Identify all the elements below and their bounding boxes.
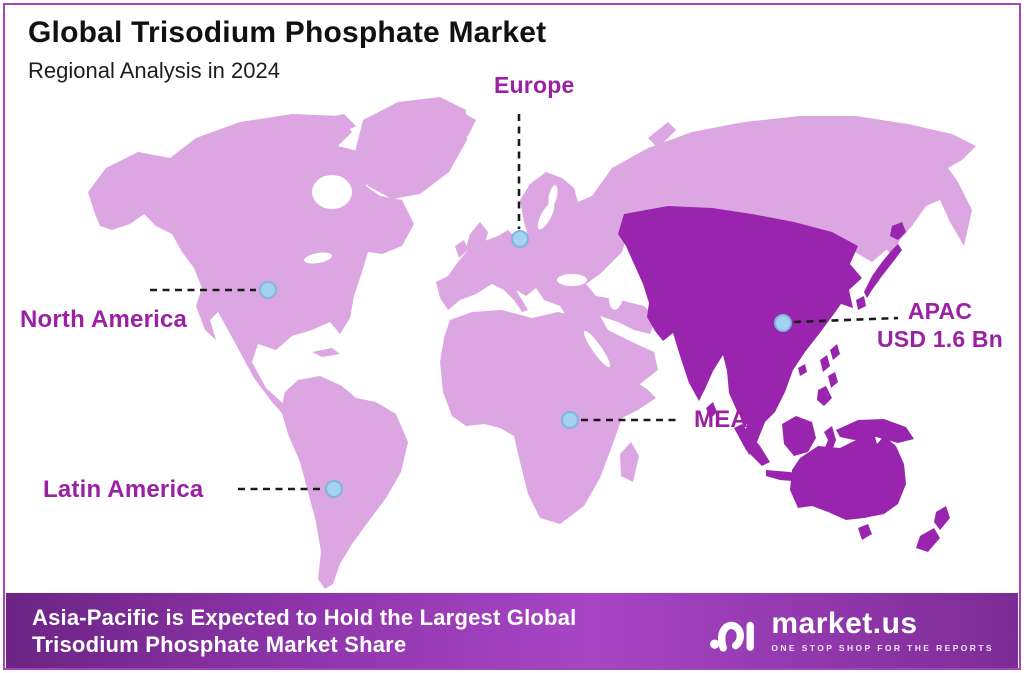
- map-novaya-zemlya: [648, 122, 676, 148]
- region-marker-apac: [774, 314, 792, 332]
- map-madagascar: [620, 442, 639, 482]
- map-sumatra: [734, 424, 770, 466]
- map-japan-kyushu: [856, 296, 866, 310]
- map-new-zealand-south: [916, 528, 940, 552]
- map-united-kingdom: [466, 222, 488, 260]
- map-white-sea: [580, 187, 590, 197]
- map-great-lakes: [304, 252, 332, 264]
- region-label-apac: APAC USD 1.6 Bn: [862, 297, 1018, 353]
- map-annotations: [150, 114, 899, 498]
- region-marker-mea: [561, 411, 579, 429]
- map-new-zealand-north: [934, 506, 950, 530]
- map-australia: [790, 426, 906, 520]
- map-new-guinea: [836, 419, 914, 443]
- leader-line-apac: [793, 316, 899, 324]
- map-borneo: [782, 416, 816, 456]
- map-apac-mainland: [618, 206, 862, 455]
- region-label-latin-america: Latin America: [43, 476, 204, 503]
- map-philippines-1: [820, 355, 830, 372]
- map-taiwan: [830, 344, 840, 360]
- footer-headline: Asia-Pacific is Expected to Hold the Lar…: [32, 604, 576, 658]
- map-red-sea: [583, 330, 611, 368]
- footer-headline-line1: Asia-Pacific is Expected to Hold the Lar…: [32, 604, 577, 630]
- page-subtitle: Regional Analysis in 2024: [28, 58, 280, 83]
- map-eurasia: [436, 116, 976, 396]
- region-label-apac-name: APAC: [907, 298, 973, 324]
- header: Global Trisodium Phosphate Market Region…: [28, 16, 546, 84]
- brand-name: market.us: [771, 606, 918, 640]
- map-tasmania: [858, 524, 872, 540]
- map-iceland: [446, 112, 476, 136]
- map-sri-lanka: [706, 402, 717, 419]
- page-title: Global Trisodium Phosphate Market: [28, 16, 547, 49]
- map-gulf-of-bothnia: [548, 185, 558, 207]
- map-persian-gulf: [628, 330, 648, 342]
- map-seas: [304, 175, 648, 368]
- map-greenland: [355, 97, 467, 199]
- footer-headline-line2: Trisodium Phosphate Market Share: [32, 631, 407, 657]
- map-japan-honshu: [864, 244, 902, 298]
- market-us-logo-icon: [710, 621, 755, 652]
- map-philippines-2: [828, 372, 838, 388]
- map-apac-regions: [618, 206, 950, 552]
- map-hudson-bay: [312, 175, 352, 209]
- region-label-north-america: North America: [20, 306, 188, 333]
- region-value-apac: USD 1.6 Bn: [877, 326, 1003, 352]
- region-label-europe: Europe: [494, 72, 575, 98]
- region-marker-north-america: [259, 281, 277, 299]
- map-ireland: [455, 240, 468, 258]
- map-black-sea: [557, 274, 587, 286]
- map-philippines-3: [817, 386, 832, 406]
- region-label-mea: MEA: [694, 406, 748, 433]
- map-north-america: [88, 114, 414, 434]
- map-hainan: [798, 364, 807, 376]
- map-south-america: [281, 376, 408, 589]
- footer-banner: Asia-Pacific is Expected to Hold the Lar…: [6, 593, 1018, 668]
- map-japan-hokkaido: [890, 222, 906, 240]
- brand-tagline: ONE STOP SHOP FOR THE REPORTS: [771, 642, 994, 653]
- region-marker-latin-america: [325, 480, 343, 498]
- map-africa: [440, 310, 656, 524]
- region-marker-europe: [511, 230, 529, 248]
- map-baltic-sea: [537, 202, 555, 230]
- map-cuba: [312, 348, 340, 357]
- brand-logo: market.us ONE STOP SHOP FOR THE REPORTS: [707, 606, 994, 656]
- map-caspian-sea: [608, 270, 626, 310]
